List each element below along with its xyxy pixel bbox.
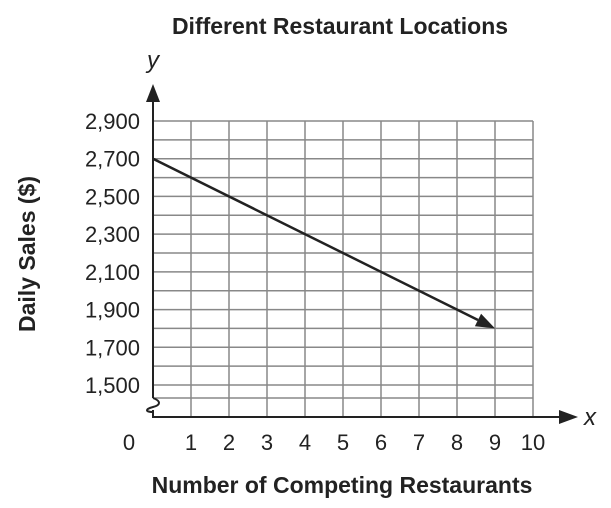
x-axis-arrow xyxy=(559,410,578,424)
y-tick-label: 2,100 xyxy=(85,260,140,285)
y-axis-label: Daily Sales ($) xyxy=(14,176,40,332)
y-tick-labels: 1,500 1,700 1,900 2,100 2,300 2,500 2,700 2,900 xyxy=(85,109,140,398)
y-axis-variable: y xyxy=(145,47,161,74)
x-axis-label: Number of Competing Restaurants xyxy=(152,472,533,498)
series-line xyxy=(152,157,479,322)
x-tick-labels: 0 1 2 3 4 5 6 7 8 9 10 xyxy=(123,430,545,455)
y-tick-label: 1,900 xyxy=(85,298,140,323)
x-tick-label: 7 xyxy=(413,430,425,455)
x-tick-label: 8 xyxy=(451,430,463,455)
y-axis-break xyxy=(146,397,160,413)
grid xyxy=(153,120,534,417)
x-tick-label: 2 xyxy=(223,430,235,455)
y-tick-label: 2,700 xyxy=(85,147,140,172)
chart-title: Different Restaurant Locations xyxy=(172,13,508,39)
series-arrowhead xyxy=(474,313,495,329)
x-tick-label: 1 xyxy=(185,430,197,455)
x-axis-variable: x xyxy=(583,404,597,431)
series-layer xyxy=(152,157,495,329)
x-tick-label: 10 xyxy=(521,430,545,455)
x-tick-label: 9 xyxy=(489,430,501,455)
x-tick-label: 5 xyxy=(337,430,349,455)
y-tick-label: 2,300 xyxy=(85,222,140,247)
x-tick-label: 4 xyxy=(299,430,311,455)
x-tick-label: 6 xyxy=(375,430,387,455)
y-axis-arrow xyxy=(146,84,160,102)
y-tick-label: 2,500 xyxy=(85,184,140,209)
x-tick-label: 0 xyxy=(123,430,135,455)
y-tick-label: 1,700 xyxy=(85,335,140,360)
y-tick-label: 2,900 xyxy=(85,109,140,134)
y-tick-label: 1,500 xyxy=(85,373,140,398)
x-tick-label: 3 xyxy=(261,430,273,455)
